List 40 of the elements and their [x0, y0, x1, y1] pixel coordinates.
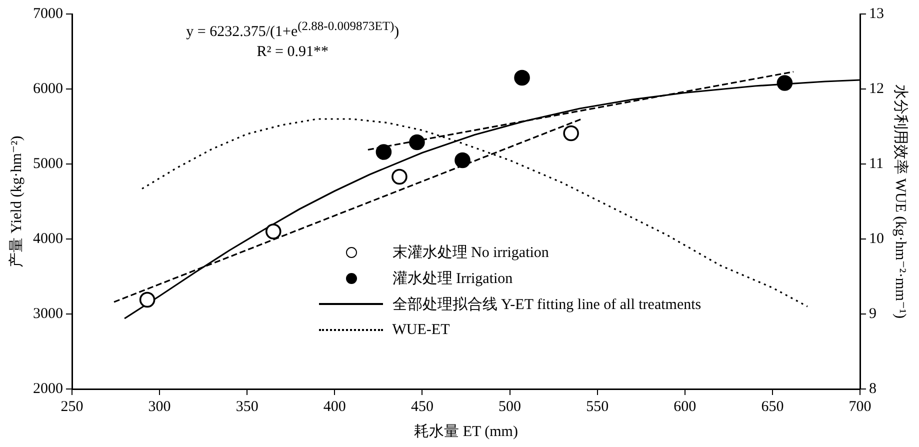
point: [454, 152, 470, 168]
y2-tick-label: 9: [869, 306, 876, 322]
x-tick-label: 450: [410, 398, 434, 415]
y2-tick-label: 11: [869, 156, 884, 172]
x-tick-label: 600: [674, 398, 696, 415]
y2-tick-label: 10: [869, 230, 884, 247]
point: [376, 144, 392, 160]
x-tick-label: 350: [236, 398, 258, 415]
x-tick-label: 400: [323, 398, 346, 415]
point: [563, 125, 579, 142]
legend-label: 全部处理拟合线 Y-ET fitting line of all treatments: [392, 296, 702, 314]
legend-label: 灌水处理 Irrigation: [392, 270, 513, 288]
y2-tick-label: 8: [869, 380, 876, 397]
y-axis-title: 产量 Yield (kg·hm⁻²): [8, 136, 25, 268]
x-tick-label: 500: [498, 398, 522, 415]
annotation: R² = 0.91**: [256, 43, 330, 62]
y-tick-label: 6000: [33, 80, 63, 97]
y2-tick-label: 13: [869, 6, 884, 22]
y-tick-label: 4000: [33, 230, 63, 247]
x-tick-label: 300: [148, 398, 171, 415]
legend-label: WUE-ET: [392, 322, 450, 338]
legend-label: 末灌水处理 No irrigation: [392, 244, 549, 262]
point: [139, 292, 156, 308]
y2-tick-label: 12: [869, 80, 884, 97]
point: [409, 134, 425, 150]
annotation: y = 6232.375/(1+e$^{(2.88-0.009873ET)}$): [185, 18, 400, 42]
y-tick-label: 2000: [33, 380, 63, 397]
y2-axis-title: 水分利用效率 WUE (kg·hm⁻²·mm⁻¹): [892, 84, 910, 318]
x-tick-label: 650: [761, 398, 784, 415]
point: [514, 70, 530, 86]
point: [392, 168, 408, 185]
x-tick-label: 250: [60, 398, 84, 415]
y-tick-label: 5000: [33, 156, 63, 172]
point: [776, 75, 793, 91]
x-axis-title: 耗水量 ET (mm): [414, 422, 518, 440]
y-tick-label: 3000: [33, 306, 63, 322]
point: [265, 224, 282, 240]
y-tick-label: 7000: [33, 6, 63, 22]
x-tick-label: 700: [848, 398, 872, 415]
x-tick-label: 550: [586, 398, 609, 415]
